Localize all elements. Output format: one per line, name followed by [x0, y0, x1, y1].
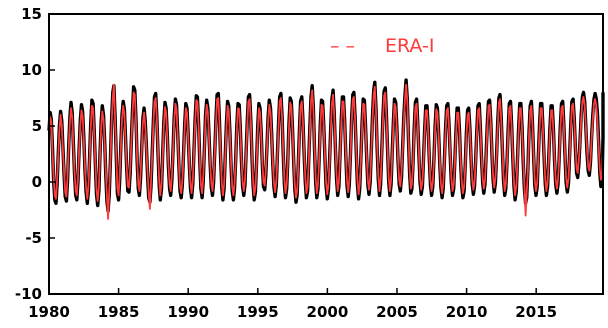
y-tick-label-0: 0 [32, 173, 42, 191]
series-line-era-i [48, 83, 604, 220]
axis-tick-labels: 1980 1985 1990 1995 2000 2005 2010 2015 15 10 5 0 -5… [15, 5, 557, 321]
x-tick-label-2015: 2015 [515, 303, 557, 321]
plot-frame [48, 13, 604, 295]
axis-ticks [48, 13, 537, 295]
y-tick-label-15: 15 [21, 5, 42, 23]
x-tick-label-1985: 1985 [98, 303, 140, 321]
y-tick-label-5: 5 [32, 117, 42, 135]
x-tick-label-2010: 2010 [446, 303, 488, 321]
y-tick-label-10: 10 [21, 61, 42, 79]
series-lines [47, 78, 605, 220]
x-tick-label-1995: 1995 [237, 303, 279, 321]
x-tick-label-2000: 2000 [307, 303, 349, 321]
legend-marker: – – [330, 35, 355, 57]
y-tick-label--5: -5 [25, 229, 42, 247]
x-tick-label-1980: 1980 [28, 303, 70, 321]
x-tick-label-1990: 1990 [167, 303, 209, 321]
legend: – – ERA-I [330, 35, 434, 57]
y-tick-label--10: -10 [15, 285, 42, 303]
legend-label-era-i: ERA-I [385, 35, 434, 57]
x-tick-label-2005: 2005 [376, 303, 418, 321]
